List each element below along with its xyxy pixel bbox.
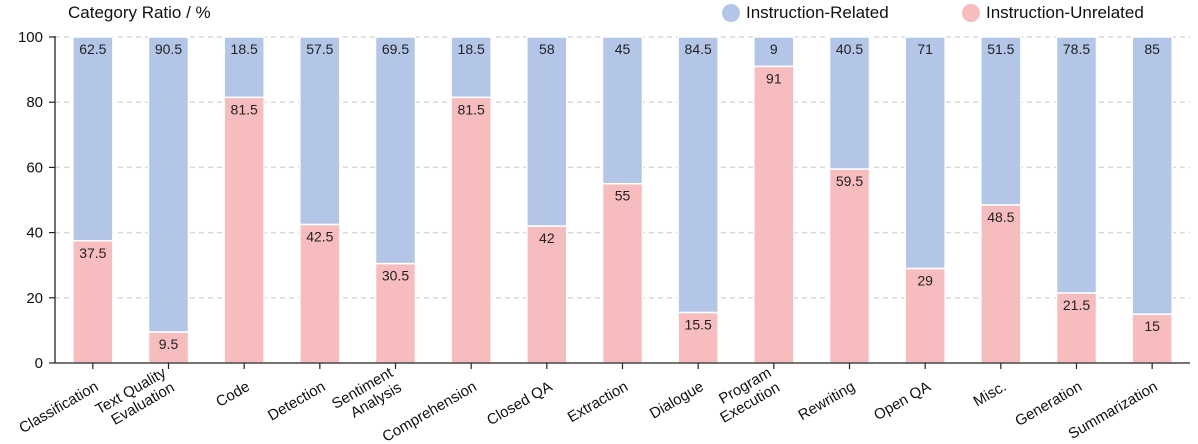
data-label-instruction-related: 18.5 [458,41,485,57]
x-tick-label: ProgramExecution [709,364,783,426]
bar-instruction-related [980,36,1022,206]
bar-instruction-unrelated [601,182,644,364]
data-label-instruction-related: 69.5 [382,41,409,57]
data-label-instruction-unrelated: 29 [917,272,933,288]
data-label-instruction-unrelated: 30.5 [382,268,409,284]
data-label-instruction-unrelated: 81.5 [458,101,485,117]
bar-instruction-unrelated [72,240,114,364]
bar-instruction-unrelated [904,267,946,364]
data-label-instruction-related: 51.5 [987,41,1014,57]
x-tick-label: Misc. [971,378,1010,410]
data-label-instruction-unrelated: 37.5 [79,245,106,261]
bar-instruction-unrelated [299,223,341,364]
y-tick-label: 60 [26,159,43,176]
data-label-instruction-unrelated: 59.5 [836,173,863,189]
bar-instruction-related [904,36,946,270]
x-tick-label: Detection [265,378,328,424]
legend-swatch-related [722,4,740,22]
data-label-instruction-related: 90.5 [155,41,182,57]
bar-instruction-related [677,36,719,314]
bar-instruction-related [753,36,795,68]
data-label-instruction-unrelated: 55 [615,188,631,204]
bar-instruction-related [374,36,417,265]
y-tick-label: 100 [18,29,43,46]
x-tick-label: Extraction [565,378,631,426]
y-tick-label: 80 [26,94,43,111]
x-tick-label: Generation [1012,378,1085,430]
data-label-instruction-unrelated: 81.5 [231,101,258,117]
x-tick-label: Classification [16,378,101,437]
bar-instruction-unrelated [828,168,871,364]
data-label-instruction-unrelated: 48.5 [987,209,1014,225]
bar-instruction-unrelated [526,225,568,364]
bar-instruction-related [72,36,114,242]
bar-instruction-unrelated [1131,313,1173,364]
x-tick-label: Comprehension [379,378,479,444]
y-tick-label: 20 [26,290,43,307]
data-label-instruction-unrelated: 15 [1144,318,1160,334]
bar-instruction-related [1131,36,1173,315]
data-label-instruction-related: 57.5 [306,41,333,57]
bar-instruction-unrelated [223,96,265,364]
y-tick-label: 40 [26,225,43,242]
x-tick-label: Dialogue [647,378,707,422]
y-tick-label: 0 [35,355,43,372]
bar-instruction-related [450,36,492,99]
bar-instruction-related [526,36,568,227]
x-tick-label: Summarization [1066,378,1161,443]
x-tick-label: Code [213,378,253,411]
data-label-instruction-related: 62.5 [79,41,106,57]
x-tick-label: Closed QA [484,378,555,429]
legend-item-unrelated: Instruction-Unrelated [962,3,1144,23]
data-label-instruction-related: 78.5 [1063,41,1090,57]
bar-instruction-unrelated [147,331,190,364]
x-tick-label: Text QualityEvaluation [93,364,178,433]
data-label-instruction-related: 9 [770,41,778,57]
legend-label-unrelated: Instruction-Unrelated [986,3,1144,22]
data-label-instruction-related: 58 [539,41,555,57]
data-label-instruction-related: 18.5 [231,41,258,57]
legend-label-related: Instruction-Related [746,3,889,22]
legend-swatch-unrelated [962,4,980,22]
x-tick-label: SentimentAnalysis [329,364,405,428]
data-label-instruction-unrelated: 91 [766,70,782,86]
data-label-instruction-unrelated: 9.5 [159,336,179,352]
bar-instruction-unrelated [753,65,795,364]
bar-instruction-related [1055,36,1098,294]
bar-instruction-related [147,36,190,333]
bar-instruction-unrelated [374,262,417,364]
bar-instruction-unrelated [1055,292,1098,364]
data-label-instruction-related: 85 [1144,41,1160,57]
data-label-instruction-related: 40.5 [836,41,863,57]
legend-item-related: Instruction-Related [722,3,889,23]
data-label-instruction-unrelated: 15.5 [685,316,712,332]
bar-instruction-related [299,36,341,226]
data-label-instruction-unrelated: 42 [539,230,555,246]
bar-instruction-unrelated [450,96,492,364]
bar-instruction-related [223,36,265,99]
bar-instruction-related [601,36,644,185]
y-axis-title: Category Ratio / % [68,3,211,22]
x-tick-label: Open QA [871,378,934,424]
x-tick-label: Rewriting [795,378,858,424]
bar-instruction-unrelated [980,204,1022,364]
data-label-instruction-unrelated: 21.5 [1063,297,1090,313]
data-label-instruction-related: 45 [615,41,631,57]
data-label-instruction-related: 71 [917,41,933,57]
data-label-instruction-unrelated: 42.5 [306,228,333,244]
data-label-instruction-related: 84.5 [685,41,712,57]
bar-instruction-unrelated [677,311,719,364]
bar-instruction-related [828,36,871,170]
